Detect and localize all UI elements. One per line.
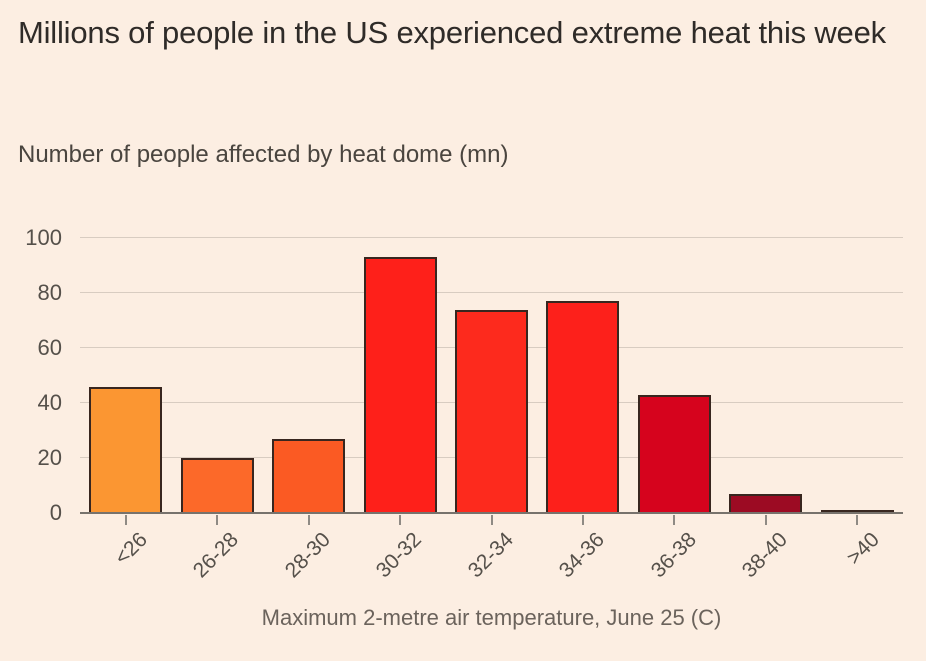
- x-axis-tick-label: 34-36: [554, 528, 610, 583]
- x-axis-tick: [581, 515, 584, 525]
- y-axis-tick-label: 80: [37, 280, 62, 305]
- x-axis-title: Maximum 2-metre air temperature, June 25…: [261, 605, 722, 630]
- x-axis-tick-label: 26-28: [189, 528, 244, 583]
- chart-title: Millions of people in the US experienced…: [18, 15, 886, 50]
- x-axis-tick: [856, 515, 859, 525]
- y-axis-tick-label: 20: [37, 445, 62, 470]
- bar-<26: [89, 386, 163, 513]
- bar-36-38: [637, 394, 711, 513]
- bar-38-40: [729, 493, 803, 513]
- x-axis-tick-label: 28-30: [280, 528, 335, 583]
- y-axis-tick-label: 40: [37, 390, 62, 415]
- bar-32-34: [455, 309, 528, 513]
- x-axis-tick: [307, 515, 310, 525]
- x-axis-tick: [490, 515, 493, 525]
- bar-30-32: [363, 257, 437, 513]
- x-axis-tick: [216, 515, 219, 525]
- x-axis-tick-label: 32-34: [463, 528, 518, 583]
- gridline: [80, 292, 903, 293]
- bar-28-30: [272, 438, 346, 513]
- chart-subtitle: Number of people affected by heat dome (…: [18, 141, 509, 168]
- y-axis-tick-label: 60: [37, 335, 62, 360]
- y-axis-tick-label: 0: [49, 500, 62, 525]
- x-axis-tick-label: 36-38: [646, 528, 701, 583]
- y-axis-tick-label: 100: [25, 225, 62, 250]
- x-axis-tick: [764, 515, 767, 525]
- x-axis-tick: [673, 515, 676, 525]
- plot-area: [80, 237, 903, 514]
- x-axis-tick: [124, 515, 127, 525]
- x-axis-tick-label: 38-40: [737, 528, 793, 583]
- bar->40: [820, 510, 894, 513]
- x-axis-tick: [399, 515, 402, 525]
- x-axis-tick-label: 30-32: [372, 528, 427, 583]
- bar-26-28: [180, 458, 254, 513]
- x-axis-tick-label: >40: [842, 528, 884, 570]
- gridline: [80, 237, 903, 238]
- x-axis-baseline: [80, 512, 903, 514]
- bar-34-36: [546, 301, 620, 513]
- x-axis-tick-label: <26: [110, 528, 152, 570]
